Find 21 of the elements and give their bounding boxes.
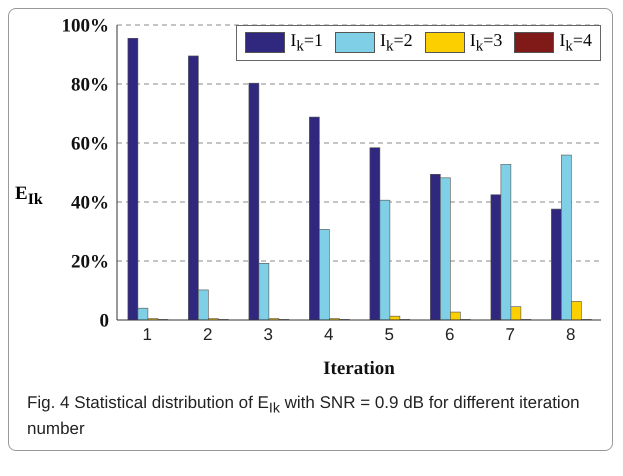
y-tick-label: 40% [71, 192, 109, 214]
legend-label: I$_{k}$=3 [470, 30, 502, 56]
x-tick-label: 1 [142, 325, 152, 344]
x-tick-label: 8 [566, 325, 576, 344]
x-tick-label: 3 [264, 325, 273, 344]
y-tick-label: 80% [71, 74, 109, 96]
x-tick-label: 6 [445, 325, 454, 344]
x-tick-label: 7 [506, 325, 515, 344]
x-tick-label: 5 [384, 325, 394, 344]
y-tick-label: 100% [62, 16, 109, 37]
x-axis-title: Iteration [323, 358, 396, 379]
y-axis-title: E$_{Ik}$ [15, 183, 43, 208]
legend-label: I$_{k}$=2 [380, 30, 413, 56]
legend-label: I$_{k}$=1 [290, 30, 324, 56]
x-tick-label: 2 [203, 325, 212, 344]
y-tick-label: 60% [71, 134, 109, 155]
x-tick-label: 4 [324, 325, 334, 344]
y-tick-label: 0 [100, 310, 109, 332]
text: Fig. 4 Statistical distribution of E$_{Ik}$ with SNR = 0.9 dB for different iteration number [27, 393, 580, 438]
legend-label: I$_{k}$=4 [559, 30, 592, 56]
y-tick-label: 20% [71, 252, 109, 273]
